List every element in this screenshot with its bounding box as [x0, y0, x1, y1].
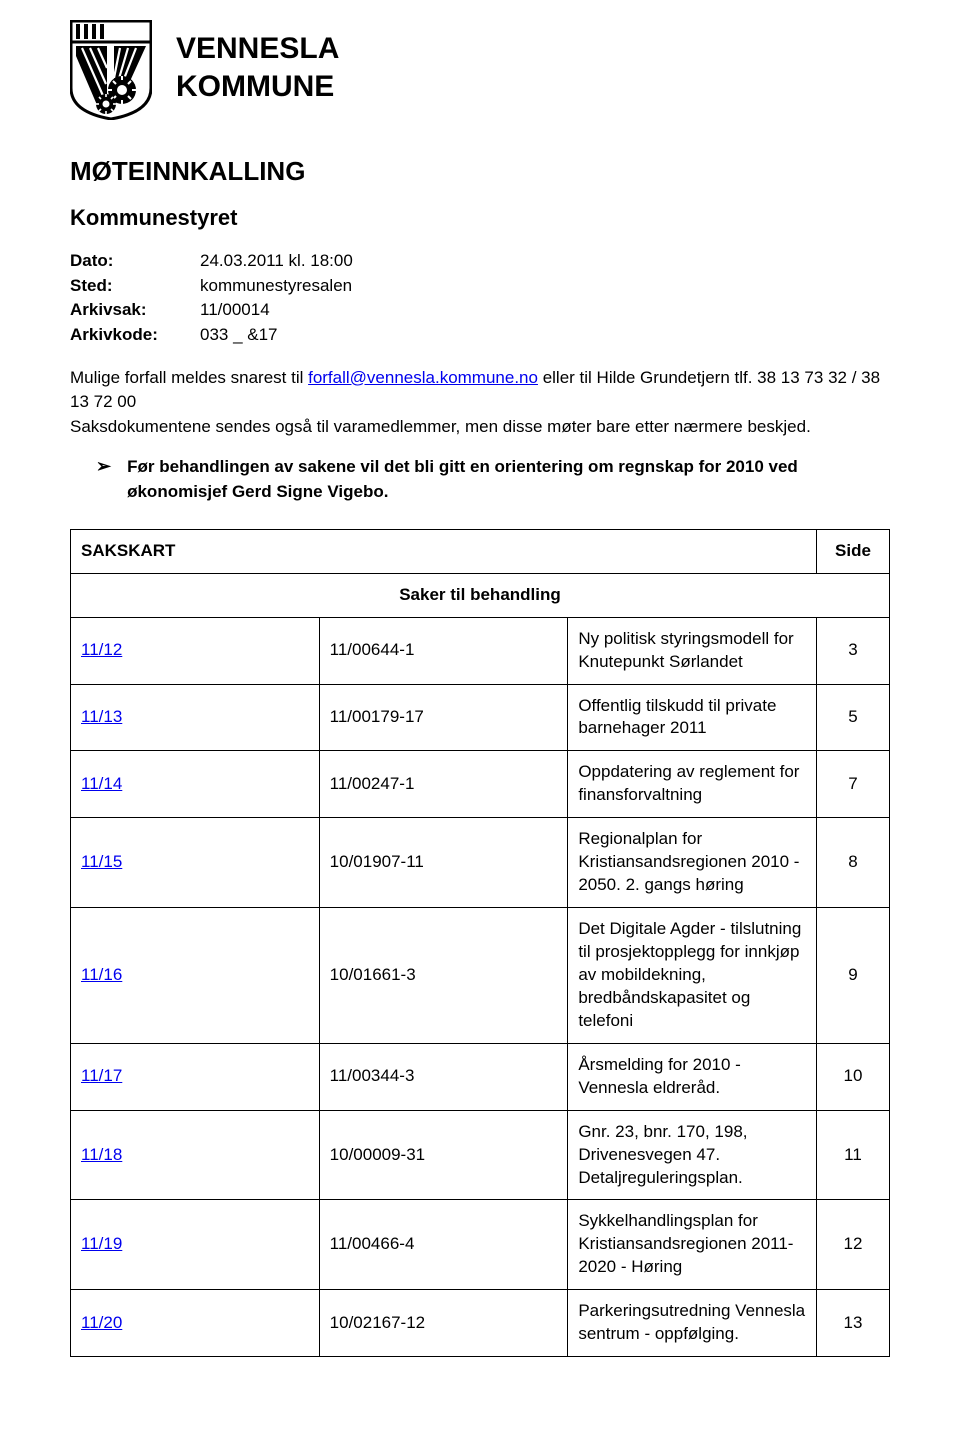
row-link-cell: 11/17: [71, 1043, 320, 1110]
arrow-icon: ➢: [96, 455, 111, 504]
table-header-left: SAKSKART: [71, 529, 817, 573]
row-link-cell: 11/14: [71, 751, 320, 818]
row-page-cell: 10: [817, 1043, 890, 1110]
org-line1: VENNESLA: [176, 30, 339, 68]
table-row: 11/18 10/00009-31Gnr. 23, bnr. 170, 198, …: [71, 1110, 890, 1200]
row-link-cell: 11/19: [71, 1200, 320, 1290]
case-link[interactable]: 11/18: [81, 1145, 122, 1164]
body-paragraph-1: Mulige forfall meldes snarest til forfal…: [70, 366, 890, 440]
table-row: 11/19 11/00466-4Sykkelhandlingsplan for K…: [71, 1200, 890, 1290]
document-title: MØTEINNKALLING: [70, 156, 890, 187]
row-desc-cell: Årsmelding for 2010 - Vennesla eldreråd.: [568, 1043, 817, 1110]
row-ref-cell: 11/00179-17: [319, 684, 568, 751]
row-link-cell: 11/13: [71, 684, 320, 751]
row-page-cell: 5: [817, 684, 890, 751]
table-row: 11/14 11/00247-1Oppdatering av reglement …: [71, 751, 890, 818]
meta-row-arkivsak: Arkivsak: 11/00014: [70, 298, 890, 323]
row-desc-cell: Parkeringsutredning Vennesla sentrum - o…: [568, 1290, 817, 1357]
row-desc-cell: Sykkelhandlingsplan for Kristiansandsreg…: [568, 1200, 817, 1290]
table-row: 11/16 10/01661-3Det Digitale Agder - tils…: [71, 908, 890, 1044]
org-line2: KOMMUNE: [176, 68, 339, 106]
subheading: Kommunestyret: [70, 205, 890, 231]
row-ref-cell: 11/00644-1: [319, 617, 568, 684]
row-desc-cell: Gnr. 23, bnr. 170, 198, Drivenesvegen 47…: [568, 1110, 817, 1200]
bullet-note: ➢ Før behandlingen av sakene vil det bli…: [96, 455, 890, 504]
row-link-cell: 11/15: [71, 818, 320, 908]
row-ref-cell: 11/00466-4: [319, 1200, 568, 1290]
row-desc-cell: Offentlig tilskudd til private barnehage…: [568, 684, 817, 751]
row-ref-cell: 10/02167-12: [319, 1290, 568, 1357]
row-page-cell: 3: [817, 617, 890, 684]
meta-value: 11/00014: [200, 298, 890, 323]
table-header-right: Side: [817, 529, 890, 573]
meta-row-arkivkode: Arkivkode: 033 _ &17: [70, 323, 890, 348]
row-ref-cell: 11/00247-1: [319, 751, 568, 818]
table-row: 11/12 11/00644-1Ny politisk styringsmodel…: [71, 617, 890, 684]
row-page-cell: 13: [817, 1290, 890, 1357]
row-desc-cell: Ny politisk styringsmodell for Knutepunk…: [568, 617, 817, 684]
row-link-cell: 11/16: [71, 908, 320, 1044]
table-row: 11/15 10/01907-11Regionalplan for Kristia…: [71, 818, 890, 908]
table-section-title: Saker til behandling: [71, 573, 890, 617]
table-row: 11/20 10/02167-12Parkeringsutredning Venn…: [71, 1290, 890, 1357]
meta-label: Dato:: [70, 249, 200, 274]
body-text: Saksdokumentene sendes også til varamedl…: [70, 415, 890, 440]
meta-label: Arkivkode:: [70, 323, 200, 348]
sakskart-table: SAKSKART Side Saker til behandling 11/12…: [70, 529, 890, 1357]
municipality-logo: [70, 20, 152, 120]
row-ref-cell: 10/01907-11: [319, 818, 568, 908]
row-link-cell: 11/12: [71, 617, 320, 684]
table-row: 11/17 11/00344-3Årsmelding for 2010 - Ven…: [71, 1043, 890, 1110]
case-link[interactable]: 11/13: [81, 707, 122, 726]
table-row: 11/13 11/00179-17Offentlig tilskudd til p…: [71, 684, 890, 751]
forfall-email-link[interactable]: forfall@vennesla.kommune.no: [308, 368, 538, 387]
table-header-row: SAKSKART Side: [71, 529, 890, 573]
meta-block: Dato: 24.03.2011 kl. 18:00 Sted: kommune…: [70, 249, 890, 348]
header: VENNESLA KOMMUNE: [70, 20, 890, 120]
table-section-row: Saker til behandling: [71, 573, 890, 617]
row-desc-cell: Det Digitale Agder - tilslutning til pro…: [568, 908, 817, 1044]
meta-row-dato: Dato: 24.03.2011 kl. 18:00: [70, 249, 890, 274]
row-page-cell: 7: [817, 751, 890, 818]
bullet-text: Før behandlingen av sakene vil det bli g…: [127, 455, 890, 504]
case-link[interactable]: 11/19: [81, 1234, 122, 1253]
row-desc-cell: Regionalplan for Kristiansandsregionen 2…: [568, 818, 817, 908]
case-link[interactable]: 11/20: [81, 1313, 122, 1332]
row-link-cell: 11/18: [71, 1110, 320, 1200]
case-link[interactable]: 11/17: [81, 1066, 122, 1085]
meta-value: 033 _ &17: [200, 323, 890, 348]
meta-value: kommunestyresalen: [200, 274, 890, 299]
body-text: Mulige forfall meldes snarest til: [70, 368, 308, 387]
row-page-cell: 8: [817, 818, 890, 908]
meta-label: Arkivsak:: [70, 298, 200, 323]
row-desc-cell: Oppdatering av reglement for finansforva…: [568, 751, 817, 818]
row-ref-cell: 10/00009-31: [319, 1110, 568, 1200]
row-page-cell: 11: [817, 1110, 890, 1200]
row-page-cell: 12: [817, 1200, 890, 1290]
row-link-cell: 11/20: [71, 1290, 320, 1357]
page: VENNESLA KOMMUNE MØTEINNKALLING Kommunes…: [0, 0, 960, 1440]
case-link[interactable]: 11/14: [81, 774, 122, 793]
row-ref-cell: 11/00344-3: [319, 1043, 568, 1110]
case-link[interactable]: 11/12: [81, 640, 122, 659]
meta-value: 24.03.2011 kl. 18:00: [200, 249, 890, 274]
row-ref-cell: 10/01661-3: [319, 908, 568, 1044]
meta-label: Sted:: [70, 274, 200, 299]
meta-row-sted: Sted: kommunestyresalen: [70, 274, 890, 299]
case-link[interactable]: 11/15: [81, 852, 122, 871]
org-title: VENNESLA KOMMUNE: [176, 20, 339, 105]
row-page-cell: 9: [817, 908, 890, 1044]
case-link[interactable]: 11/16: [81, 965, 122, 984]
